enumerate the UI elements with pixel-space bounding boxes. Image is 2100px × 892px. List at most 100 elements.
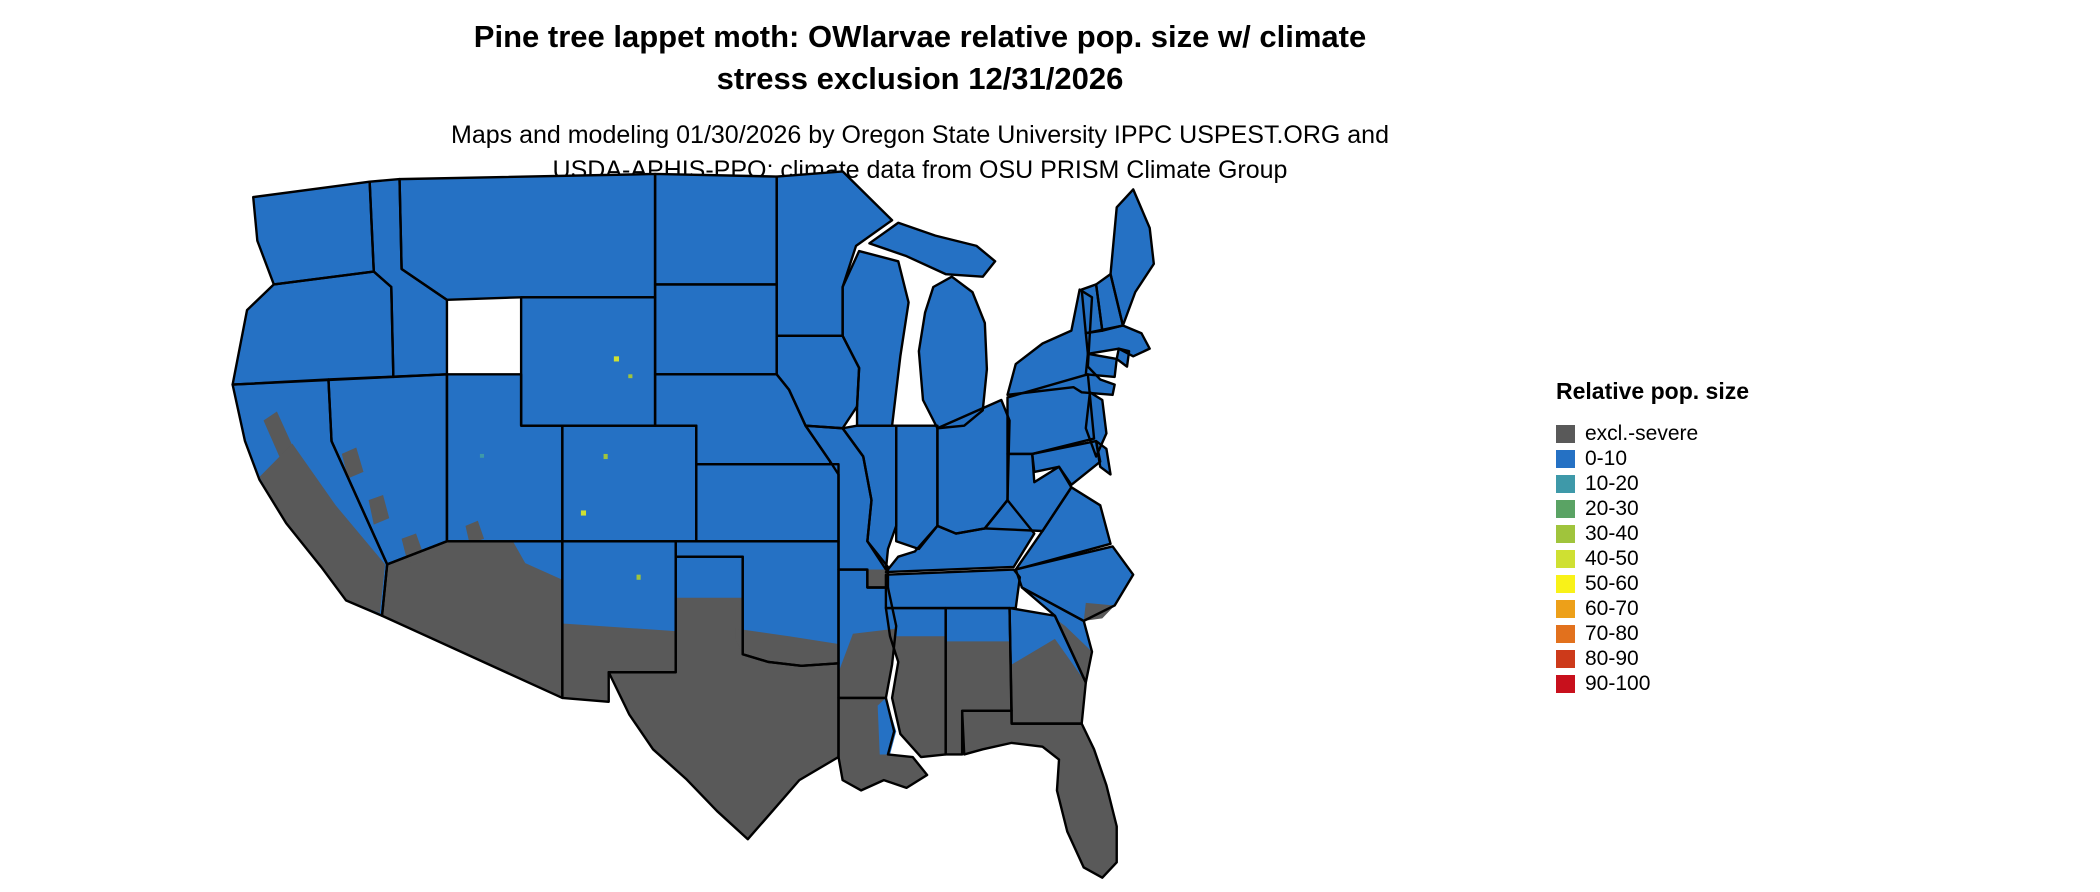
speckle-30-40-1 [628, 374, 633, 379]
region-ga-south [1011, 638, 1086, 724]
state-me [1110, 189, 1154, 326]
state-border-mi_up [869, 223, 995, 277]
speckle-30-40-4 [636, 574, 641, 580]
state-or [232, 271, 394, 385]
legend: Relative pop. size excl.-severe 0-10 10-20… [1556, 378, 1749, 696]
state-border-ga [1010, 608, 1086, 724]
legend-label: 10-20 [1585, 472, 1639, 495]
state-border-me [1111, 189, 1154, 325]
region-nv-patch-2 [368, 495, 390, 525]
legend-label: 20-30 [1585, 497, 1639, 520]
region-tx-panhandle [675, 556, 743, 598]
map-title: Pine tree lappet moth: OWlarvae relative… [150, 16, 1690, 100]
state-border-wv [985, 454, 1072, 531]
region-ca-south [259, 443, 386, 614]
state-tx [608, 556, 839, 840]
region-nv-patch-1 [341, 447, 364, 479]
state-border-mi_lp [919, 277, 987, 429]
state-border-nc [1016, 546, 1133, 620]
legend-item-excl: excl.-severe [1556, 421, 1749, 446]
legend-item-10-20: 10-20 [1556, 471, 1749, 496]
speckle-10-20-5 [479, 453, 485, 458]
legend-swatch-90-100 [1556, 674, 1575, 693]
state-ut [446, 374, 563, 542]
legend-item-0-10: 0-10 [1556, 446, 1749, 471]
legend-item-80-90: 80-90 [1556, 646, 1749, 671]
state-sd [655, 284, 777, 375]
state-ks [696, 464, 839, 542]
legend-item-20-30: 20-30 [1556, 496, 1749, 521]
state-il [842, 425, 897, 570]
state-nv [328, 374, 447, 565]
state-mt [399, 173, 656, 300]
state-border-ri [1117, 349, 1129, 367]
region-ok-south [735, 628, 839, 666]
state-border-tn [886, 570, 1020, 609]
legend-swatch-excl [1556, 424, 1575, 443]
legend-label: 70-80 [1585, 622, 1639, 645]
legend-swatch-0-10 [1556, 449, 1575, 468]
region-ar-se [838, 628, 897, 698]
speckle-40-50-3 [580, 510, 587, 516]
state-ma [1085, 325, 1150, 357]
state-mn [776, 171, 893, 336]
state-nh [1096, 274, 1123, 331]
legend-label: 50-60 [1585, 572, 1639, 595]
region-nm-south [562, 623, 676, 702]
subtitle-line-1: Maps and modeling 01/30/2026 by Oregon S… [451, 121, 1389, 149]
state-ne [655, 374, 831, 465]
region-az-ne-patch [512, 541, 563, 580]
state-nd [655, 173, 777, 285]
state-border-oh2_pa [1007, 374, 1094, 454]
legend-label: excl.-severe [1585, 422, 1699, 445]
state-ok [675, 541, 839, 666]
state-va [1015, 487, 1111, 570]
legend-label: 80-90 [1585, 647, 1639, 670]
state-wy [521, 297, 656, 426]
state-fl [962, 710, 1117, 878]
title-line-2: stress exclusion 12/31/2026 [716, 61, 1124, 96]
legend-item-40-50: 40-50 [1556, 546, 1749, 571]
state-mi_lp [918, 276, 987, 429]
title-line-1: Pine tree lappet moth: OWlarvae relative… [473, 19, 1367, 54]
speckle-30-40-2 [603, 453, 608, 460]
legend-item-60-70: 60-70 [1556, 596, 1749, 621]
state-co [562, 425, 697, 542]
map-subtitle: Maps and modeling 01/30/2026 by Oregon S… [150, 118, 1690, 188]
state-id [369, 179, 447, 377]
legend-label: 30-40 [1585, 522, 1639, 545]
legend-swatch-30-40 [1556, 524, 1575, 543]
state-border-az [382, 541, 562, 698]
region-ut-patch [465, 520, 485, 544]
state-border-ma [1086, 326, 1150, 357]
legend-swatch-20-30 [1556, 499, 1575, 518]
state-border-la [839, 698, 928, 790]
legend-label: 60-70 [1585, 597, 1639, 620]
speckle-40-50-0 [613, 356, 620, 362]
legend-items: excl.-severe 0-10 10-20 20-30 30-40 40-50 50-6… [1556, 421, 1749, 696]
legend-label: 90-100 [1585, 672, 1651, 695]
state-border-de [1096, 441, 1110, 474]
legend-swatch-50-60 [1556, 574, 1575, 593]
state-az [382, 541, 563, 698]
state-border-ct [1086, 354, 1117, 377]
legend-title: Relative pop. size [1556, 378, 1750, 404]
state-border-ny [1007, 290, 1114, 395]
legend-swatch-80-90 [1556, 649, 1575, 668]
state-border-fl [962, 711, 1117, 878]
legend-item-50-60: 50-60 [1556, 571, 1749, 596]
legend-label: 40-50 [1585, 547, 1639, 570]
state-oh2_pa [1007, 374, 1095, 454]
state-oh [937, 400, 1010, 534]
legend-item-30-40: 30-40 [1556, 521, 1749, 546]
state-border-ky [886, 500, 1034, 572]
legend-item-70-80: 70-80 [1556, 621, 1749, 646]
region-mo-bootheel [867, 569, 888, 588]
legend-swatch-40-50 [1556, 549, 1575, 568]
legend-item-90-100: 90-100 [1556, 671, 1749, 696]
legend-label: 0-10 [1585, 447, 1628, 470]
us-map [212, 156, 1160, 888]
state-in [896, 425, 938, 549]
legend-swatch-70-80 [1556, 624, 1575, 643]
